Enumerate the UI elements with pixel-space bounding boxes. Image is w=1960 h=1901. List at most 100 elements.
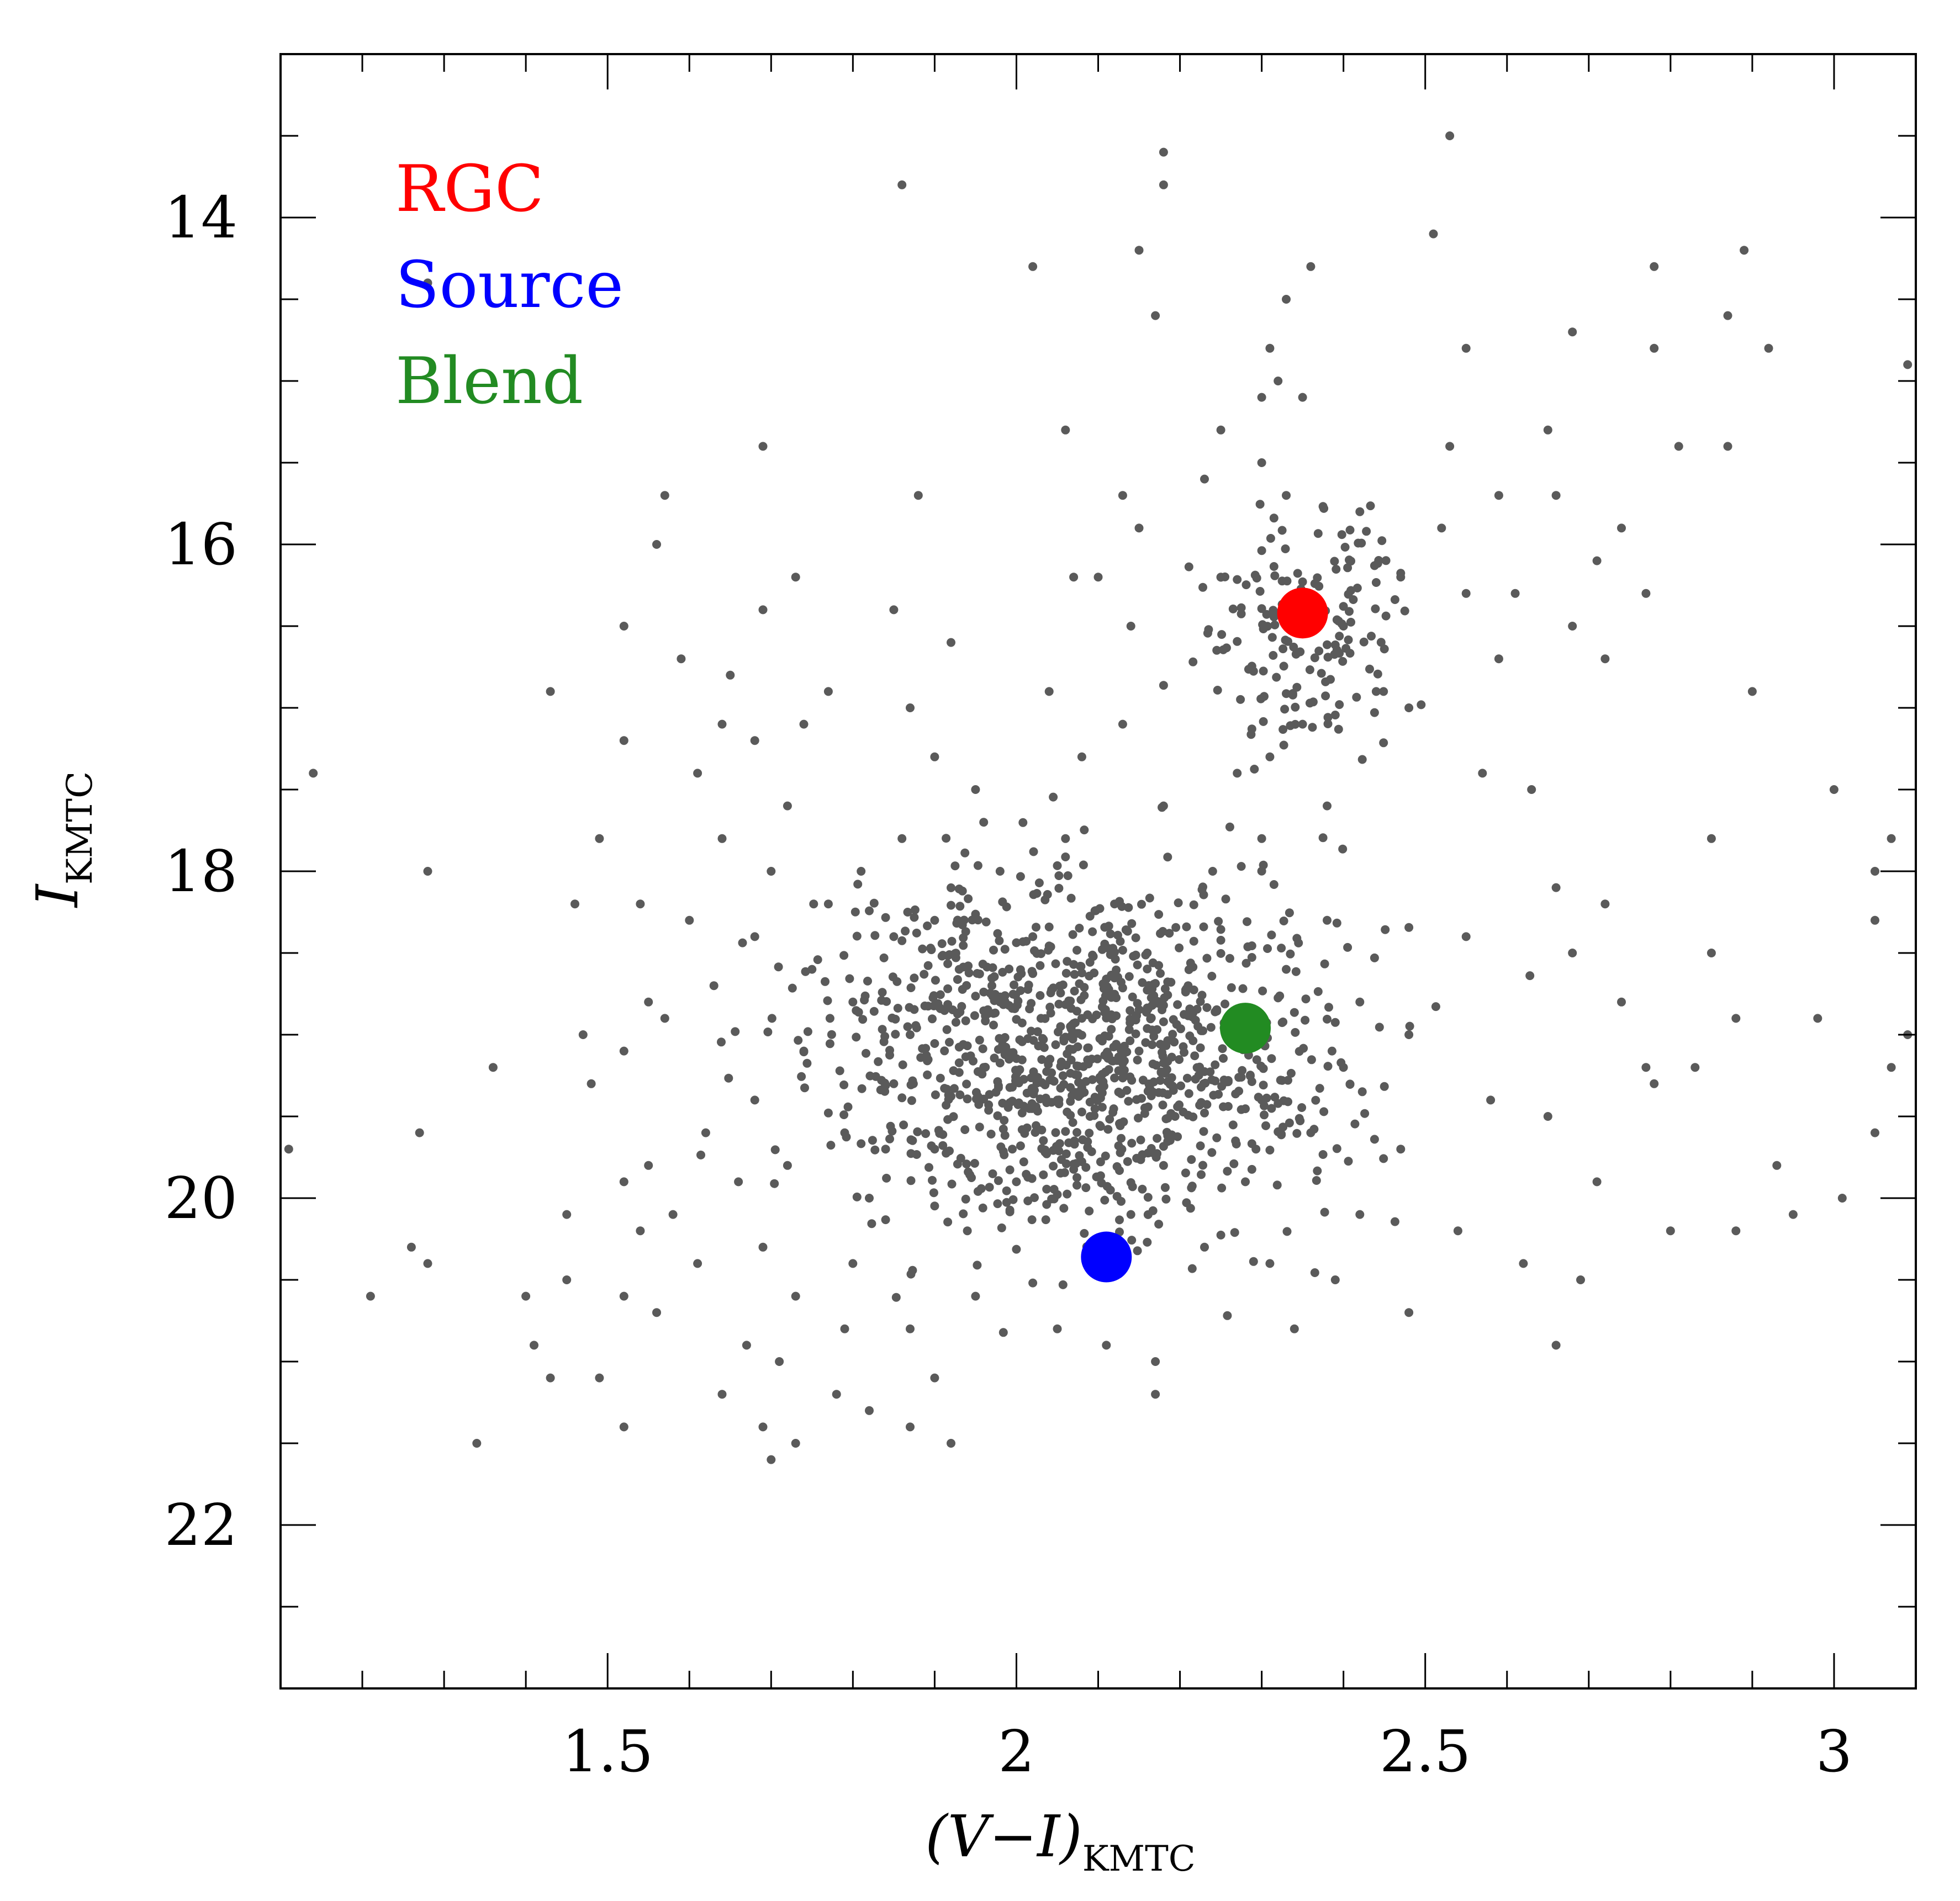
- background-star-point: [1236, 695, 1245, 704]
- background-star-point: [1568, 327, 1577, 337]
- background-star-point: [973, 1261, 982, 1270]
- background-star-point: [1080, 991, 1089, 1000]
- background-star-point: [1167, 1130, 1176, 1140]
- background-star-point: [943, 1217, 953, 1227]
- background-star-point: [967, 1173, 976, 1182]
- background-star-point: [1159, 1017, 1168, 1026]
- background-star-point: [595, 834, 604, 843]
- background-star-point: [1286, 949, 1295, 959]
- y-tick-label: 22: [165, 1491, 237, 1559]
- background-star-point: [1158, 1088, 1167, 1098]
- background-star-point: [1355, 507, 1365, 516]
- background-star-point: [1044, 687, 1054, 696]
- background-star-point: [975, 1122, 984, 1132]
- background-star-point: [821, 977, 830, 986]
- background-star-point: [960, 1125, 970, 1134]
- background-star-point: [1871, 1128, 1879, 1137]
- background-star-point: [1313, 987, 1323, 996]
- background-star-point: [985, 1183, 994, 1192]
- background-star-point: [954, 1058, 964, 1067]
- background-star-point: [1080, 825, 1089, 835]
- background-star-point: [889, 932, 899, 941]
- background-star-point: [839, 1110, 849, 1119]
- background-star-point: [1138, 1076, 1148, 1085]
- background-star-point: [953, 975, 962, 984]
- background-star-point: [1002, 1198, 1011, 1207]
- background-stars: [284, 131, 1913, 1464]
- background-star-point: [958, 920, 967, 930]
- background-star-point: [903, 1022, 912, 1031]
- background-star-point: [1133, 960, 1142, 970]
- background-star-point: [1019, 1157, 1028, 1167]
- background-star-point: [562, 1275, 572, 1284]
- background-star-point: [906, 1030, 915, 1039]
- background-star-point: [1168, 1030, 1177, 1039]
- background-star-point: [891, 1014, 900, 1024]
- background-star-point: [1259, 1081, 1268, 1090]
- background-star-point: [1137, 1094, 1146, 1103]
- background-star-point: [839, 1080, 849, 1089]
- background-star-point: [1102, 982, 1111, 991]
- background-star-point: [994, 1081, 1003, 1090]
- background-star-point: [709, 981, 719, 991]
- background-star-point: [989, 945, 998, 955]
- background-star-point: [954, 1042, 964, 1052]
- background-star-point: [1306, 262, 1316, 271]
- background-star-point: [1510, 589, 1520, 598]
- background-star-point: [1181, 1168, 1190, 1178]
- background-star-point: [920, 970, 929, 979]
- background-star-point: [1012, 1245, 1021, 1254]
- y-tick-label: 18: [165, 838, 237, 905]
- background-star-point: [1037, 1055, 1047, 1064]
- background-star-point: [1056, 1168, 1065, 1178]
- background-star-point: [1110, 989, 1119, 999]
- background-star-point: [1085, 957, 1095, 967]
- background-star-point: [415, 1128, 424, 1137]
- background-star-point: [1053, 1190, 1062, 1199]
- background-star-point: [1073, 1180, 1081, 1190]
- background-star-point: [860, 991, 870, 1000]
- background-star-point: [869, 1007, 879, 1016]
- background-star-point: [767, 1455, 776, 1464]
- background-star-point: [1272, 1180, 1282, 1190]
- background-star-point: [1085, 971, 1094, 981]
- background-star-point: [1027, 1215, 1037, 1225]
- background-star-point: [1106, 929, 1115, 939]
- background-star-point: [1126, 622, 1135, 631]
- background-star-point: [927, 1141, 936, 1151]
- background-star-point: [1192, 1004, 1202, 1014]
- background-star-point: [472, 1439, 482, 1448]
- background-star-point: [1251, 1145, 1261, 1154]
- background-star-point: [1380, 1082, 1389, 1091]
- background-star-point: [1200, 1108, 1209, 1118]
- background-star-point: [1269, 513, 1279, 523]
- background-star-point: [1126, 1036, 1135, 1045]
- background-star-point: [809, 899, 818, 909]
- background-star-point: [1650, 1079, 1659, 1088]
- background-star-point: [726, 670, 735, 680]
- background-star-point: [1332, 918, 1341, 928]
- background-star-point: [1341, 644, 1351, 653]
- background-star-point: [1196, 1043, 1205, 1052]
- background-star-point: [1600, 899, 1610, 909]
- background-star-point: [1185, 1004, 1195, 1014]
- background-star-point: [1230, 1228, 1239, 1237]
- background-star-point: [770, 1145, 780, 1155]
- background-star-point: [1837, 1194, 1847, 1203]
- background-star-point: [1066, 1097, 1075, 1106]
- background-star-point: [1352, 692, 1361, 702]
- background-star-point: [1097, 1036, 1107, 1046]
- y-axis-label-subscript: KMTC: [60, 771, 101, 885]
- background-star-point: [1335, 700, 1344, 709]
- background-star-point: [1175, 943, 1184, 952]
- background-star-point: [1184, 1089, 1193, 1098]
- background-star-point: [1359, 637, 1369, 647]
- background-star-point: [910, 905, 920, 914]
- background-star-point: [1040, 1147, 1050, 1157]
- background-star-point: [693, 769, 702, 778]
- background-star-point: [940, 1006, 949, 1015]
- background-star-point: [1323, 719, 1333, 728]
- background-star-point: [794, 1036, 803, 1045]
- background-star-point: [1247, 1164, 1256, 1174]
- background-star-point: [1005, 1055, 1014, 1064]
